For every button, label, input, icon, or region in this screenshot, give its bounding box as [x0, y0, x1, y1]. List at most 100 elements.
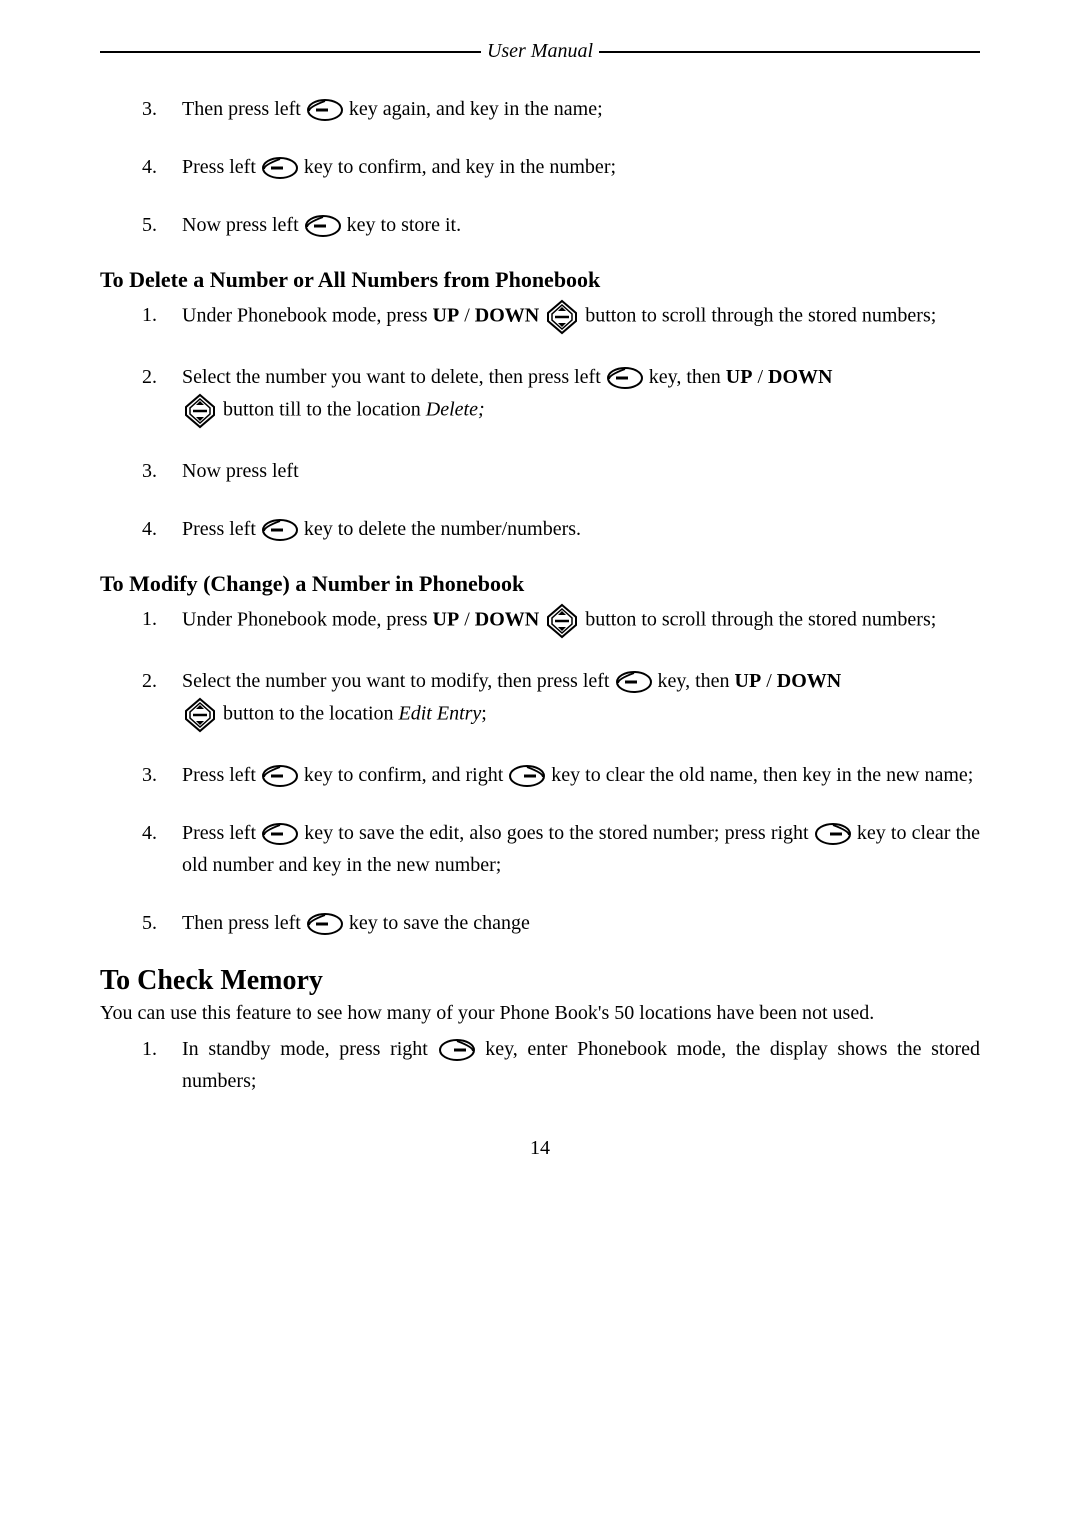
list-text: Then press left key again, and key in th… — [182, 93, 980, 125]
text: ; — [481, 703, 487, 725]
bold-text: DOWN — [475, 305, 539, 327]
bold-text: DOWN — [768, 366, 832, 388]
section-heading-memory: To Check Memory — [100, 965, 980, 997]
nav-updown-icon — [182, 393, 218, 429]
text: key to delete the number/numbers. — [304, 518, 581, 540]
list-number: 3. — [100, 455, 182, 487]
softkey-right-icon — [814, 821, 852, 847]
memory-intro: You can use this feature to see how many… — [100, 999, 980, 1027]
list-text: Press left key to confirm, and key in th… — [182, 151, 980, 183]
nav-updown-icon — [544, 603, 580, 639]
text: Press left — [182, 156, 261, 178]
list-number: 2. — [100, 665, 182, 733]
softkey-left-icon — [615, 669, 653, 695]
text: / — [761, 670, 777, 692]
list-item: 4. Press left key to save the edit, also… — [100, 817, 980, 881]
text: key to save the edit, also goes to the s… — [304, 822, 813, 844]
list-text: Press left key to save the edit, also go… — [182, 817, 980, 881]
text: button to the location — [223, 703, 399, 725]
text: / — [459, 305, 475, 327]
page-header: User Manual — [100, 40, 980, 63]
softkey-left-icon — [261, 155, 299, 181]
section-heading-delete: To Delete a Number or All Numbers from P… — [100, 267, 980, 293]
softkey-left-icon — [306, 911, 344, 937]
list-item: 3. Press left key to confirm, and right … — [100, 759, 980, 791]
text: key to confirm, and key in the number; — [304, 156, 616, 178]
softkey-right-icon — [508, 763, 546, 789]
softkey-left-icon — [261, 821, 299, 847]
nav-updown-icon — [544, 299, 580, 335]
italic-text: Edit Entry — [399, 703, 482, 725]
list-number: 5. — [100, 907, 182, 939]
softkey-left-icon — [261, 517, 299, 543]
list-number: 1. — [100, 603, 182, 639]
list-item: 1. Under Phonebook mode, press UP / DOWN… — [100, 299, 980, 335]
softkey-left-icon — [306, 97, 344, 123]
list-text: Then press left key to save the change — [182, 907, 980, 939]
text: key, then — [649, 366, 726, 388]
softkey-left-icon — [304, 213, 342, 239]
text: button to scroll through the stored numb… — [585, 609, 936, 631]
text: Now press left — [182, 460, 299, 482]
page-content: User Manual 3. Then press left key again… — [0, 0, 1080, 1200]
softkey-left-icon — [261, 763, 299, 789]
text: Under Phonebook mode, press — [182, 305, 433, 327]
text: Select the number you want to modify, th… — [182, 670, 615, 692]
text: Press left — [182, 822, 261, 844]
list-number: 1. — [100, 1033, 182, 1097]
list-text: Press left key to delete the number/numb… — [182, 513, 980, 545]
section-heading-modify: To Modify (Change) a Number in Phonebook — [100, 571, 980, 597]
list-number: 4. — [100, 513, 182, 545]
list-item: 1. Under Phonebook mode, press UP / DOWN… — [100, 603, 980, 639]
list-item: 2. Select the number you want to modify,… — [100, 665, 980, 733]
list-text: Press left key to confirm, and right key… — [182, 759, 980, 791]
header-rule-left — [100, 51, 481, 53]
text: button till to the location — [223, 399, 426, 421]
bold-text: UP — [433, 609, 460, 631]
list-text: Now press left — [182, 455, 980, 487]
text: Then press left — [182, 98, 306, 120]
text: key to confirm, and right — [304, 764, 508, 786]
list-text: Select the number you want to delete, th… — [182, 361, 980, 429]
bold-text: DOWN — [475, 609, 539, 631]
text: Press left — [182, 764, 261, 786]
list-text: In standby mode, press right key, enter … — [182, 1033, 980, 1097]
list-text: Select the number you want to modify, th… — [182, 665, 980, 733]
text: Select the number you want to delete, th… — [182, 366, 606, 388]
text: In standby mode, press right — [182, 1038, 438, 1060]
list-number: 5. — [100, 209, 182, 241]
italic-text: Delete; — [426, 399, 485, 421]
list-item: 1. In standby mode, press right key, ent… — [100, 1033, 980, 1097]
text: key, then — [658, 670, 735, 692]
bold-text: UP — [726, 366, 753, 388]
header-rule-right — [599, 51, 980, 53]
list-number: 3. — [100, 759, 182, 791]
softkey-left-icon — [606, 365, 644, 391]
softkey-right-icon — [438, 1037, 476, 1063]
list-number: 1. — [100, 299, 182, 335]
text: key to store it. — [347, 214, 461, 236]
list-item: 3. Then press left key again, and key in… — [100, 93, 980, 125]
list-item: 3. Now press left — [100, 455, 980, 487]
list-item: 2. Select the number you want to delete,… — [100, 361, 980, 429]
text: key to clear the old name, then key in t… — [551, 764, 973, 786]
list-item: 5. Now press left key to store it. — [100, 209, 980, 241]
text: Under Phonebook mode, press — [182, 609, 433, 631]
bold-text: DOWN — [777, 670, 841, 692]
text: Press left — [182, 518, 261, 540]
list-item: 4. Press left key to delete the number/n… — [100, 513, 980, 545]
bold-text: UP — [433, 305, 460, 327]
text: button to scroll through the stored numb… — [585, 305, 936, 327]
bold-text: UP — [735, 670, 762, 692]
list-item: 5. Then press left key to save the chang… — [100, 907, 980, 939]
list-number: 2. — [100, 361, 182, 429]
list-item: 4. Press left key to confirm, and key in… — [100, 151, 980, 183]
list-number: 4. — [100, 151, 182, 183]
nav-updown-icon — [182, 697, 218, 733]
list-text: Now press left key to store it. — [182, 209, 980, 241]
list-number: 4. — [100, 817, 182, 881]
text: key again, and key in the name; — [349, 98, 603, 120]
list-number: 3. — [100, 93, 182, 125]
text: Then press left — [182, 912, 306, 934]
header-title: User Manual — [481, 40, 599, 63]
